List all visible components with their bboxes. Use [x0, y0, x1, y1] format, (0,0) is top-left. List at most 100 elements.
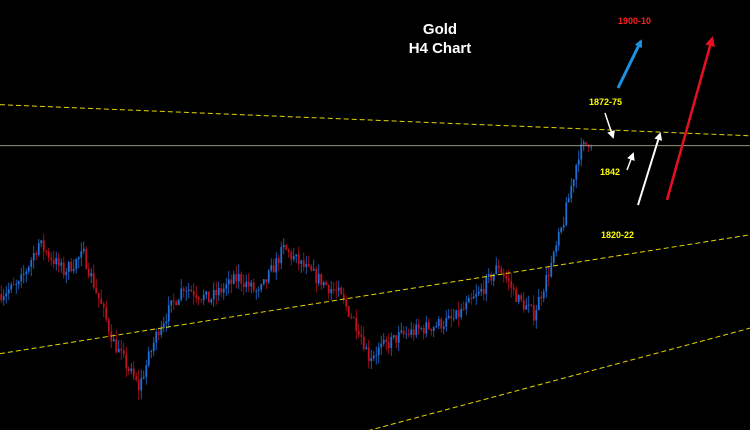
candle-body	[487, 273, 490, 277]
candle-body	[542, 291, 545, 299]
resistance-level-label: 1872-75	[589, 97, 623, 107]
candle-body	[100, 298, 103, 304]
candle-body	[552, 251, 555, 263]
candle-body	[357, 330, 360, 335]
candle-body	[365, 347, 368, 350]
candle-body	[335, 290, 338, 292]
candle-body	[92, 273, 95, 288]
candle-body	[170, 300, 173, 306]
candle-body	[212, 290, 215, 300]
candle-body	[137, 379, 140, 391]
candle-body	[570, 186, 573, 199]
candle-body	[262, 279, 265, 285]
candle-body	[230, 279, 233, 284]
candle-body	[387, 341, 390, 349]
candle-body	[432, 327, 435, 331]
candle-body	[155, 331, 158, 343]
candle-body	[320, 273, 323, 286]
candle-body	[190, 289, 193, 292]
candle-body	[5, 293, 8, 297]
candle-body	[477, 291, 480, 294]
candle-body	[250, 282, 253, 287]
candle-body	[80, 251, 83, 258]
candle-body	[162, 323, 165, 329]
candle-body	[465, 302, 468, 309]
candle-body	[37, 243, 40, 255]
candle-body	[267, 270, 270, 283]
candle-body	[117, 348, 120, 353]
candle-body	[560, 227, 563, 233]
candle-body	[45, 251, 48, 252]
candle-body	[122, 350, 125, 354]
candle-body	[42, 240, 45, 252]
candle-body	[315, 269, 318, 284]
candle-body	[575, 164, 578, 180]
candle-body	[265, 279, 268, 283]
candle-body	[447, 315, 450, 319]
candle-body	[457, 310, 460, 318]
candle-body	[50, 257, 53, 260]
candle-body	[195, 295, 198, 298]
candle-body	[192, 291, 195, 296]
candle-body	[417, 324, 420, 329]
candle-body	[405, 333, 408, 335]
candle-body	[277, 258, 280, 264]
candle-body	[242, 283, 245, 288]
candle-body	[490, 273, 493, 281]
candle-body	[215, 290, 218, 296]
candle-body	[400, 330, 403, 333]
candle-body	[482, 288, 485, 294]
candle-body	[310, 265, 313, 271]
candle-body	[187, 289, 190, 291]
candle-body	[347, 306, 350, 317]
candle-body	[132, 368, 135, 377]
candle-body	[452, 318, 455, 320]
candle-body	[200, 299, 203, 301]
candle-body	[35, 253, 38, 255]
candle-body	[377, 347, 380, 355]
candle-body	[270, 265, 273, 271]
candle-body	[22, 274, 25, 275]
candle-body	[95, 287, 98, 293]
candle-body	[225, 284, 228, 289]
candle-body	[52, 259, 55, 265]
candle-body	[425, 322, 428, 334]
candle-body	[135, 376, 138, 380]
candle-body	[285, 245, 288, 250]
chart-title-line1: Gold	[422, 21, 458, 38]
candle-body	[390, 337, 393, 349]
candle-body	[252, 282, 255, 291]
white-up-arrow-long	[637, 132, 663, 206]
candle-body	[362, 336, 365, 350]
candle-body	[25, 271, 28, 275]
candle-body	[437, 319, 440, 326]
candle-body	[7, 289, 10, 294]
candle-body	[280, 247, 283, 264]
candle-body	[142, 376, 145, 379]
candle-body	[330, 289, 333, 294]
candle-body	[395, 335, 398, 343]
candle-body	[427, 322, 430, 329]
candle-body	[557, 232, 560, 246]
candle-body	[2, 296, 5, 301]
candle-body	[227, 279, 230, 285]
candle-body	[435, 325, 438, 328]
candle-body	[567, 198, 570, 203]
candle-body	[440, 319, 443, 329]
candle-body	[547, 274, 550, 277]
candle-body	[502, 272, 505, 277]
candle-body	[382, 339, 385, 344]
candle-body	[115, 339, 118, 353]
candle-body	[325, 282, 328, 286]
candle-body	[302, 260, 305, 268]
candle-body	[87, 268, 90, 277]
candle-body	[537, 296, 540, 311]
candle-body	[90, 273, 93, 277]
candle-body	[120, 348, 123, 351]
candle-body	[532, 305, 535, 321]
candle-body	[540, 296, 543, 299]
candle-body	[550, 262, 553, 277]
candle-body	[470, 298, 473, 299]
candle-body	[512, 287, 515, 290]
candle-body	[562, 225, 565, 228]
